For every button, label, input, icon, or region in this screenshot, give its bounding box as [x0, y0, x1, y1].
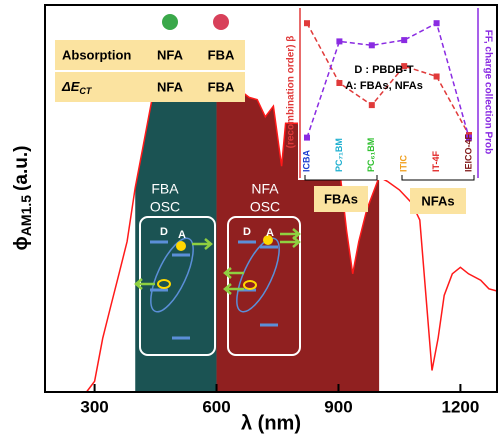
thumb-up-icon — [162, 14, 178, 30]
fba-label: OSC — [150, 199, 180, 215]
inset-y-label: (recombination order) β — [286, 36, 297, 149]
inset-point — [368, 102, 375, 109]
inset-point — [368, 42, 375, 49]
inset-category-label: IEICO-4F — [463, 133, 473, 172]
inset-category-label: ITIC — [399, 155, 409, 172]
inset-point — [466, 134, 472, 141]
acceptor-label: A — [266, 227, 274, 239]
arrow — [223, 267, 244, 295]
arrow — [280, 228, 301, 248]
nfa-label: OSC — [250, 199, 280, 215]
inset-layer: ICBA PC₇₁BM PC₆₁BM ITIC IT-4F IEICO-4F — [301, 20, 473, 172]
x-axis-label: λ (nm) — [241, 412, 301, 434]
y-subscript: AM1.5 — [18, 195, 34, 236]
group-bracket — [401, 175, 475, 181]
inset-point — [304, 134, 310, 141]
x-tick-label: 600 — [202, 397, 230, 416]
group-label: FBAs — [324, 191, 358, 206]
inset-bg — [298, 8, 480, 180]
delta-e: ΔE — [61, 79, 80, 94]
electron — [176, 241, 186, 251]
electron — [263, 235, 273, 245]
nfa-label: NFA — [251, 181, 279, 197]
group-bracket — [304, 175, 378, 181]
table-cell: NFA — [157, 79, 184, 94]
x-tick-label: 900 — [324, 397, 352, 416]
donor-label: D — [243, 226, 251, 238]
inset-point — [304, 20, 310, 27]
inset-category-label: PC₆₁BM — [366, 138, 376, 172]
hole — [157, 279, 171, 289]
inset-y2-label: FF, charge collection Prob — [482, 30, 493, 154]
inset-point — [433, 20, 440, 27]
y-axis-label: ϕAM1.5 (a.u.) — [11, 146, 34, 251]
thumb-down-icon — [213, 14, 229, 30]
inset-line — [306, 22, 470, 138]
inset-category-label: PC₇₁BM — [334, 138, 344, 172]
hole — [243, 280, 257, 290]
inset-category-label: ICBA — [301, 150, 311, 172]
inset-annotation: D : PBDB-T — [354, 64, 414, 76]
absorption-area — [135, 65, 217, 392]
table-cell: FBA — [208, 79, 235, 94]
table-cell: NFA — [157, 47, 184, 62]
inset-line — [306, 22, 470, 136]
inset-point — [401, 37, 408, 44]
table-cell: Absorption — [62, 47, 131, 62]
group-label: NFAs — [421, 193, 454, 208]
arrow — [192, 238, 213, 250]
table-cell: ΔECT — [61, 79, 93, 96]
y-unit: (a.u.) — [11, 146, 32, 191]
x-tick-label: 1200 — [442, 397, 480, 416]
fba-label: FBA — [151, 181, 179, 197]
inset-category-label: IT-4F — [431, 150, 441, 172]
y-symbol: ϕ — [11, 236, 32, 250]
plot-frame — [44, 4, 498, 393]
inset-point — [336, 38, 343, 45]
table-cell: FBA — [208, 47, 235, 62]
exciton — [150, 237, 194, 313]
group-box — [314, 186, 368, 212]
inset-point — [336, 80, 343, 86]
acceptor-label: A — [178, 229, 186, 241]
arrow — [134, 278, 155, 290]
schematic-nfa — [223, 216, 301, 356]
exciton — [236, 237, 280, 313]
inset-point — [433, 73, 440, 80]
schematic-fba — [134, 216, 216, 356]
donor-label: D — [160, 226, 168, 238]
x-tick-label: 300 — [80, 397, 108, 416]
delta-e-sub: CT — [79, 86, 92, 96]
inset-annotation: A: FBAs, NFAs — [345, 80, 423, 92]
inset-point — [401, 63, 408, 70]
group-box — [410, 188, 466, 214]
